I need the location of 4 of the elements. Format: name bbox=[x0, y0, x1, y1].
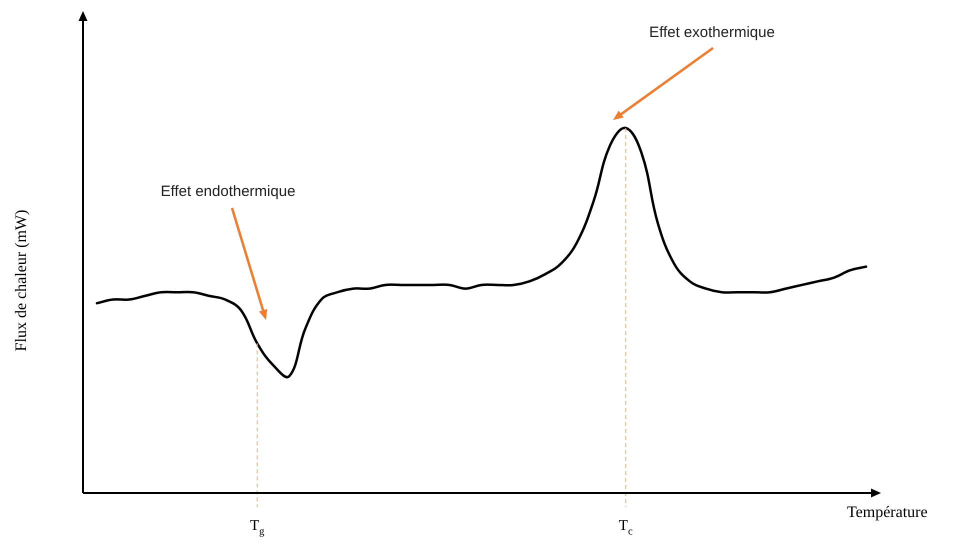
annotation: Effet endothermique bbox=[160, 183, 296, 200]
text: Effet exothermique bbox=[649, 24, 775, 41]
y-axis-title: Flux de chaleur (mW) bbox=[13, 210, 30, 352]
x-axis-title: Température bbox=[847, 504, 928, 521]
